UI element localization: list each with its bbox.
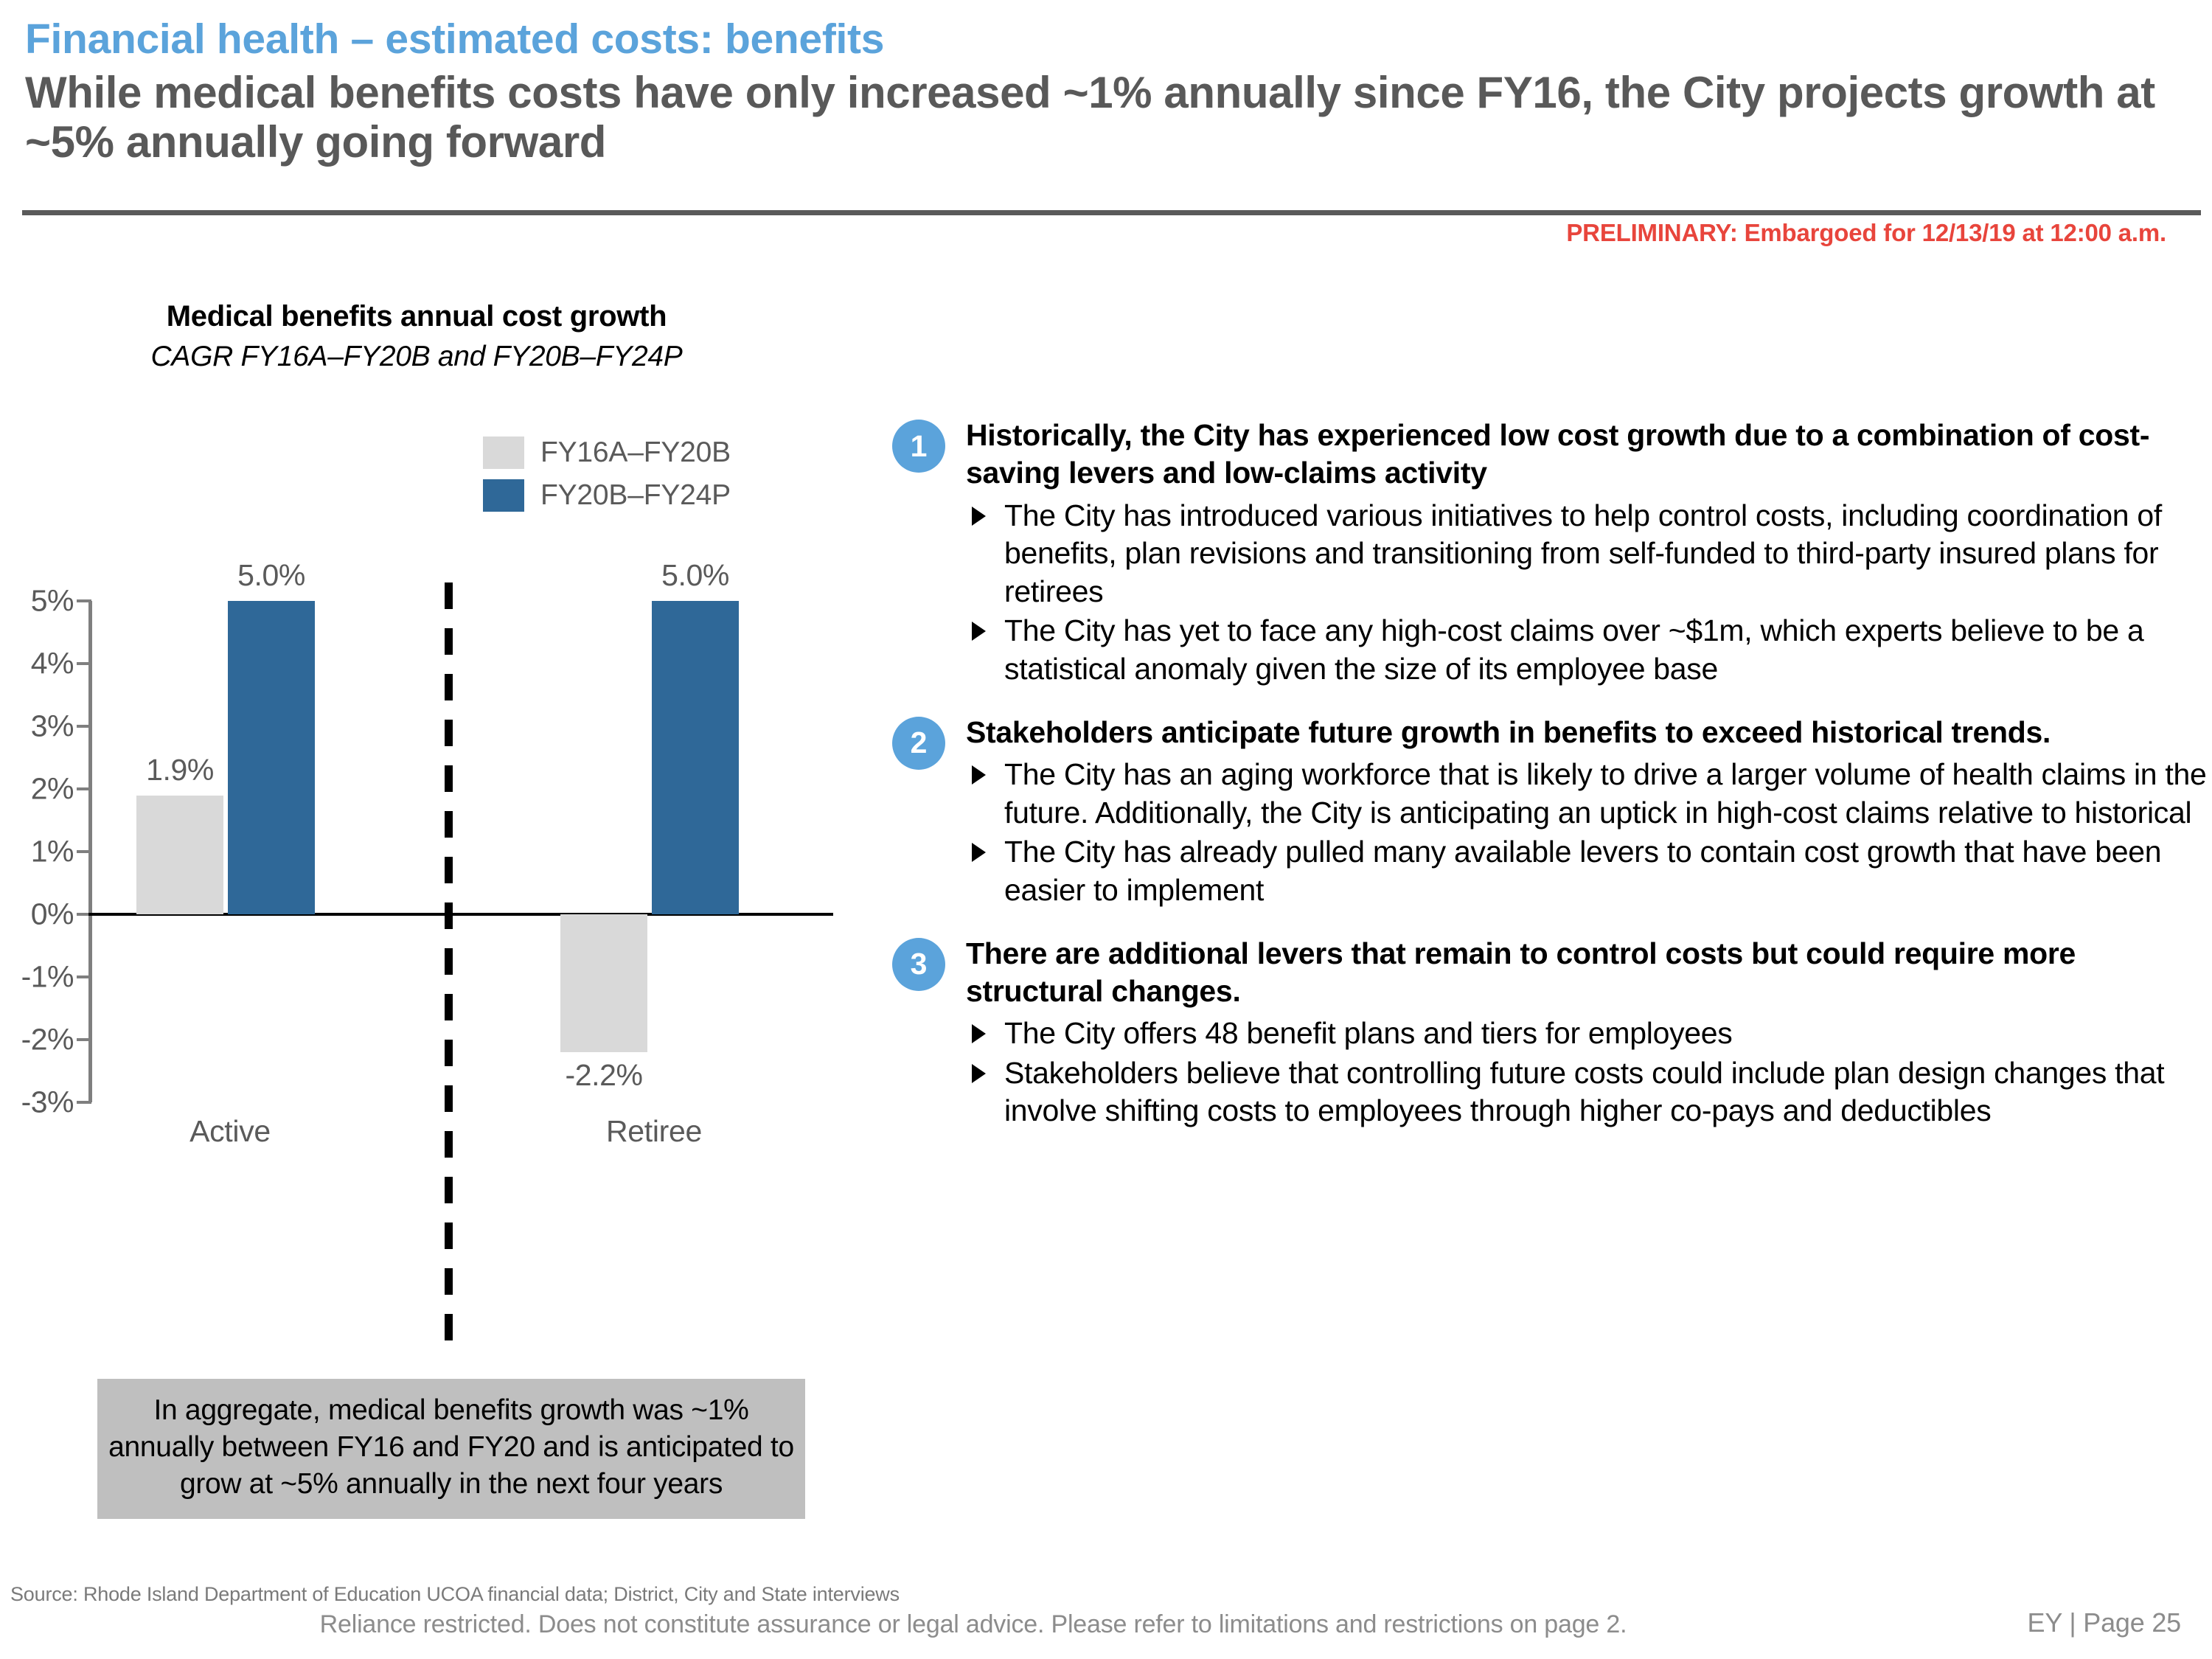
list-item: Stakeholders believe that controlling fu…	[966, 1054, 2212, 1130]
y-tick-label: 4%	[30, 646, 74, 681]
chart-callout-box: In aggregate, medical benefits growth wa…	[97, 1379, 805, 1519]
chart-subtitle: CAGR FY16A–FY20B and FY20B–FY24P	[150, 341, 683, 372]
insights-column: 1 Historically, the City has experienced …	[892, 417, 2212, 1155]
chart-legend: FY16A–FY20B FY20B–FY24P	[483, 431, 731, 517]
bar-retiree-historical[interactable]	[560, 914, 647, 1052]
list-item: The City has an aging workforce that is …	[966, 756, 2212, 832]
insight-block-2: 2 Stakeholders anticipate future growth i…	[892, 714, 2212, 910]
y-tick-label: -3%	[21, 1085, 74, 1119]
page-title: While medical benefits costs have only i…	[25, 67, 2155, 167]
y-tick-label: 2%	[30, 771, 74, 806]
legend-label-projected: FY20B–FY24P	[540, 479, 731, 511]
list-item-text: The City has an aging workforce that is …	[1004, 757, 2207, 830]
list-item-text: The City has introduced various initiati…	[1004, 498, 2162, 608]
triangle-bullet-icon	[972, 622, 986, 641]
bar-value-label: 5.0%	[661, 558, 729, 592]
source-note: Source: Rhode Island Department of Educa…	[10, 1583, 900, 1605]
legend-swatch-gray	[483, 437, 524, 469]
triangle-bullet-icon	[972, 1024, 986, 1044]
insight-heading: Stakeholders anticipate future growth in…	[966, 714, 2051, 749]
list-item-text: The City has already pulled many availab…	[1004, 835, 2162, 907]
insight-heading: Historically, the City has experienced l…	[966, 418, 2150, 490]
y-tick-mark	[77, 725, 91, 728]
slide-kicker: Financial health – estimated costs: bene…	[25, 15, 885, 63]
bar-value-label: -2.2%	[565, 1058, 643, 1092]
insight-number-badge: 1	[892, 420, 945, 473]
bar-value-label: 5.0%	[237, 558, 305, 592]
insight-bullet-list: The City has introduced various initiati…	[966, 497, 2212, 689]
y-tick-label: 1%	[30, 834, 74, 869]
insight-bullet-list: The City offers 48 benefit plans and tie…	[966, 1015, 2212, 1130]
list-item-text: Stakeholders believe that controlling fu…	[1004, 1055, 2165, 1128]
insight-number-badge: 3	[892, 937, 945, 991]
list-item-text: The City offers 48 benefit plans and tie…	[1004, 1016, 1733, 1051]
header-divider-rule	[22, 210, 2201, 215]
list-item-text: The City has yet to face any high-cost c…	[1004, 613, 2144, 686]
page-number-mark: EY | Page 25	[2027, 1607, 2182, 1638]
insight-heading: There are additional levers that remain …	[966, 936, 2076, 1008]
y-tick-mark	[77, 662, 91, 665]
y-tick-mark	[77, 599, 91, 602]
chart-title: Medical benefits annual cost growth	[166, 300, 667, 333]
insight-bullet-list: The City has an aging workforce that is …	[966, 756, 2212, 910]
triangle-bullet-icon	[972, 843, 986, 863]
y-tick-label: 0%	[30, 897, 74, 931]
bar-active-historical[interactable]	[136, 795, 223, 914]
y-tick-mark	[77, 787, 91, 790]
legend-item-historical[interactable]: FY16A–FY20B	[483, 431, 731, 474]
insight-number-badge: 2	[892, 716, 945, 770]
list-item: The City has already pulled many availab…	[966, 833, 2212, 909]
group-divider-dashed	[445, 582, 453, 1349]
legend-item-projected[interactable]: FY20B–FY24P	[483, 474, 731, 517]
zero-baseline	[88, 913, 833, 916]
list-item: The City offers 48 benefit plans and tie…	[966, 1015, 2212, 1053]
bar-active-projected[interactable]	[228, 601, 315, 914]
disclaimer-note: Reliance restricted. Does not constitute…	[319, 1610, 1627, 1638]
list-item: The City has introduced various initiati…	[966, 497, 2212, 611]
y-tick-mark	[77, 850, 91, 853]
legend-swatch-blue	[483, 479, 524, 512]
legend-label-historical: FY16A–FY20B	[540, 437, 731, 468]
category-label-active: Active	[189, 1114, 271, 1148]
triangle-bullet-icon	[972, 1063, 986, 1083]
insight-block-3: 3 There are additional levers that remain…	[892, 935, 2212, 1130]
y-tick-mark	[77, 1101, 91, 1104]
category-label-retiree: Retiree	[605, 1114, 703, 1148]
y-tick-label: 3%	[30, 709, 74, 743]
triangle-bullet-icon	[972, 506, 986, 526]
chart-panel: Medical benefits annual cost growth CAGR…	[0, 295, 855, 1578]
list-item: The City has yet to face any high-cost c…	[966, 612, 2212, 688]
y-tick-mark	[77, 1038, 91, 1041]
y-tick-mark	[77, 913, 91, 916]
bar-retiree-projected[interactable]	[652, 601, 739, 914]
y-tick-label: 5%	[30, 583, 74, 618]
y-tick-label: -2%	[21, 1022, 74, 1057]
bar-value-label: 1.9%	[146, 752, 214, 787]
insight-block-1: 1 Historically, the City has experienced …	[892, 417, 2212, 689]
y-tick-label: -1%	[21, 959, 74, 994]
slide-header: Financial health – estimated costs: bene…	[25, 15, 2193, 167]
embargo-notice: PRELIMINARY: Embargoed for 12/13/19 at 1…	[1566, 219, 2166, 246]
triangle-bullet-icon	[972, 765, 986, 785]
y-tick-mark	[77, 975, 91, 978]
